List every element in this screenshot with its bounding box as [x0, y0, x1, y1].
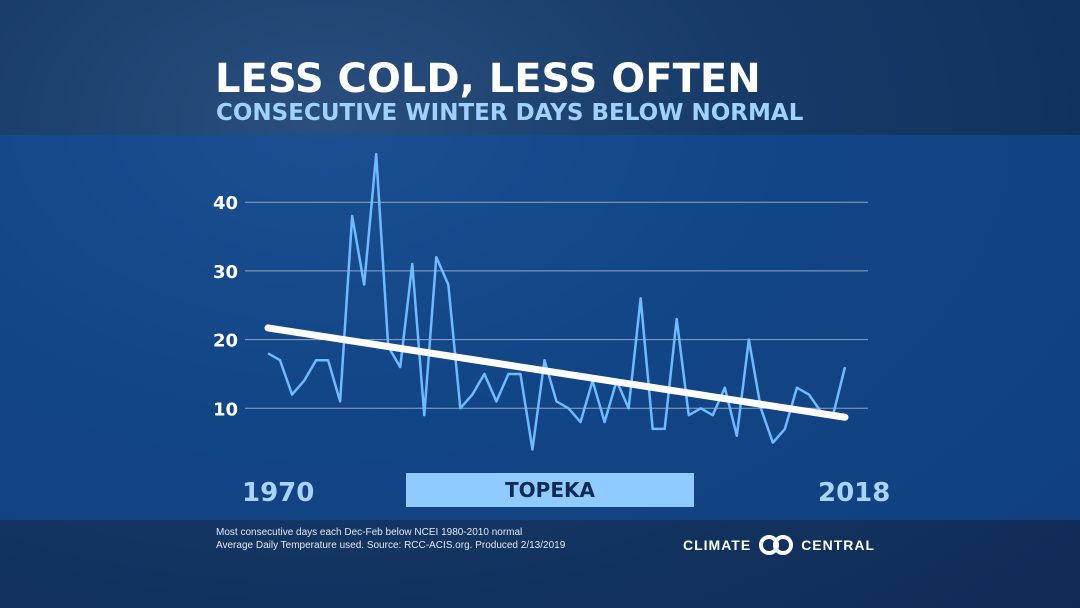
chart-title: LESS COLD, LESS OFTEN	[215, 56, 761, 102]
logo-rings-icon	[759, 535, 794, 555]
y-tick-label: 10	[213, 399, 238, 420]
y-tick-label: 30	[213, 262, 238, 283]
logo-text-left: CLIMATE	[683, 537, 752, 553]
chart-band	[0, 135, 1080, 520]
x-label-start: 1970	[242, 478, 315, 508]
x-label-end: 2018	[818, 478, 891, 508]
logo-text-right: CENTRAL	[801, 537, 876, 553]
chart-subtitle: CONSECUTIVE WINTER DAYS BELOW NORMAL	[216, 100, 804, 126]
y-tick-label: 40	[213, 193, 238, 214]
footnote: Most consecutive days each Dec-Feb below…	[216, 526, 565, 552]
climate-central-logo: CLIMATE CENTRAL	[683, 534, 875, 556]
footnote-line: Most consecutive days each Dec-Feb below…	[216, 527, 523, 538]
location-label: TOPEKA	[406, 473, 694, 507]
footnote-line: Average Daily Temperature used. Source: …	[216, 540, 566, 551]
trend-line	[264, 324, 849, 421]
y-tick-label: 20	[213, 331, 238, 352]
